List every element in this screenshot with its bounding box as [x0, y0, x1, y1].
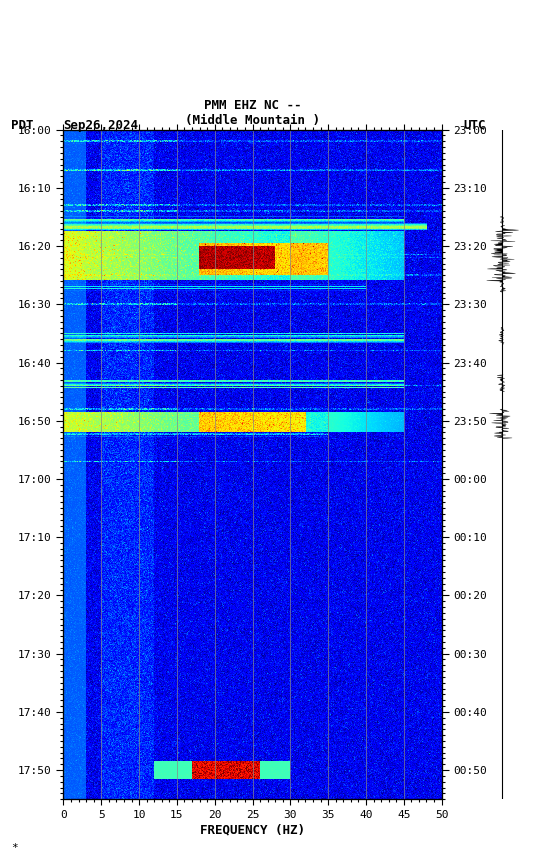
X-axis label: FREQUENCY (HZ): FREQUENCY (HZ) [200, 823, 305, 836]
Text: PDT: PDT [11, 119, 34, 132]
Title: PMM EHZ NC --
(Middle Mountain ): PMM EHZ NC -- (Middle Mountain ) [185, 99, 320, 127]
Text: *: * [11, 843, 18, 853]
Text: Sep26,2024: Sep26,2024 [63, 119, 139, 132]
Text: UTC: UTC [464, 119, 486, 132]
